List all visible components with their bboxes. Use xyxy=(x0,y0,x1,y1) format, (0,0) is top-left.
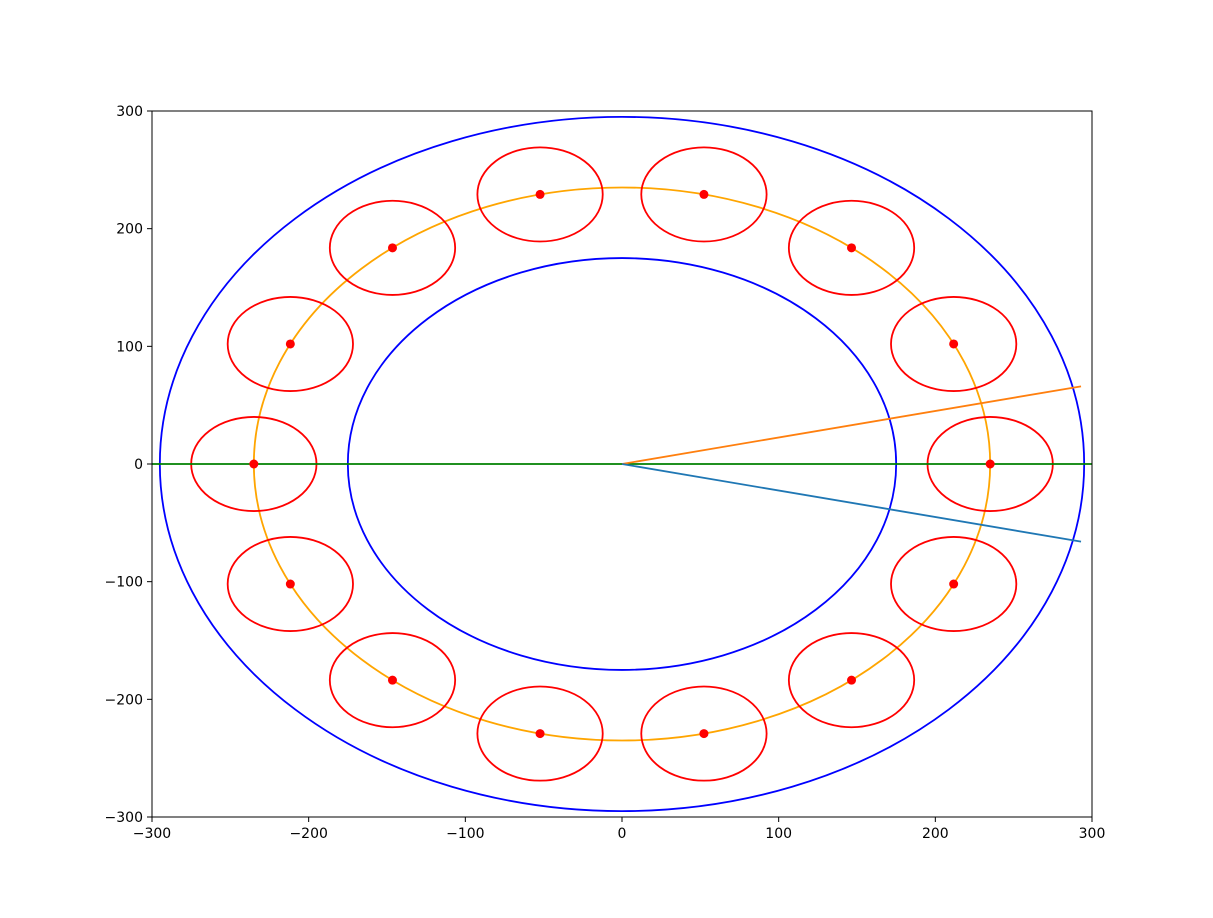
point-3 xyxy=(699,189,709,199)
small-circle-12 xyxy=(787,632,916,729)
point-1 xyxy=(949,339,959,349)
y-tick-label-2: −100 xyxy=(105,575,143,591)
point-12 xyxy=(847,675,857,685)
x-tick-label-2: −100 xyxy=(446,826,484,842)
y-tick-label-1: −200 xyxy=(105,692,143,708)
x-tick-label-3: 0 xyxy=(618,826,627,842)
x-tick-label-6: 300 xyxy=(1079,826,1106,842)
x-tick-label-5: 200 xyxy=(922,826,949,842)
y-tick-label-5: 200 xyxy=(116,222,143,238)
small-circle-6 xyxy=(226,296,354,392)
point-8 xyxy=(285,579,295,589)
point-9 xyxy=(387,675,397,685)
small-circle-11 xyxy=(640,685,768,782)
small-circle-1 xyxy=(890,296,1018,392)
small-circle-5 xyxy=(328,199,457,296)
small-circle-4 xyxy=(476,146,604,243)
point-2 xyxy=(847,243,857,253)
small-circle-8 xyxy=(226,536,354,632)
point-4 xyxy=(535,189,545,199)
y-tick-label-0: −300 xyxy=(105,810,143,826)
x-tick-label-1: −200 xyxy=(289,826,327,842)
small-circle-10 xyxy=(476,685,604,782)
y-tick-label-3: 0 xyxy=(134,457,143,473)
plot-area xyxy=(152,115,1092,813)
x-tick-label-4: 100 xyxy=(765,826,792,842)
series-line-2 xyxy=(621,463,1082,543)
small-circle-3 xyxy=(640,146,768,243)
small-circle-2 xyxy=(787,199,916,296)
point-13 xyxy=(949,579,959,589)
point-6 xyxy=(285,339,295,349)
series-line-1 xyxy=(621,385,1082,465)
point-10 xyxy=(535,729,545,739)
point-5 xyxy=(387,243,397,253)
y-tick-label-6: 300 xyxy=(116,104,143,120)
small-circle-13 xyxy=(890,536,1018,632)
small-circle-9 xyxy=(328,632,457,729)
point-0 xyxy=(985,459,995,469)
point-7 xyxy=(249,459,259,469)
axis-ticks: −300 −200 −100 0 100 200 300 −300 −200 −100 0 100 20… xyxy=(105,104,1106,842)
y-tick-label-4: 100 xyxy=(116,339,143,355)
x-tick-label-0: −300 xyxy=(133,826,171,842)
point-11 xyxy=(699,729,709,739)
